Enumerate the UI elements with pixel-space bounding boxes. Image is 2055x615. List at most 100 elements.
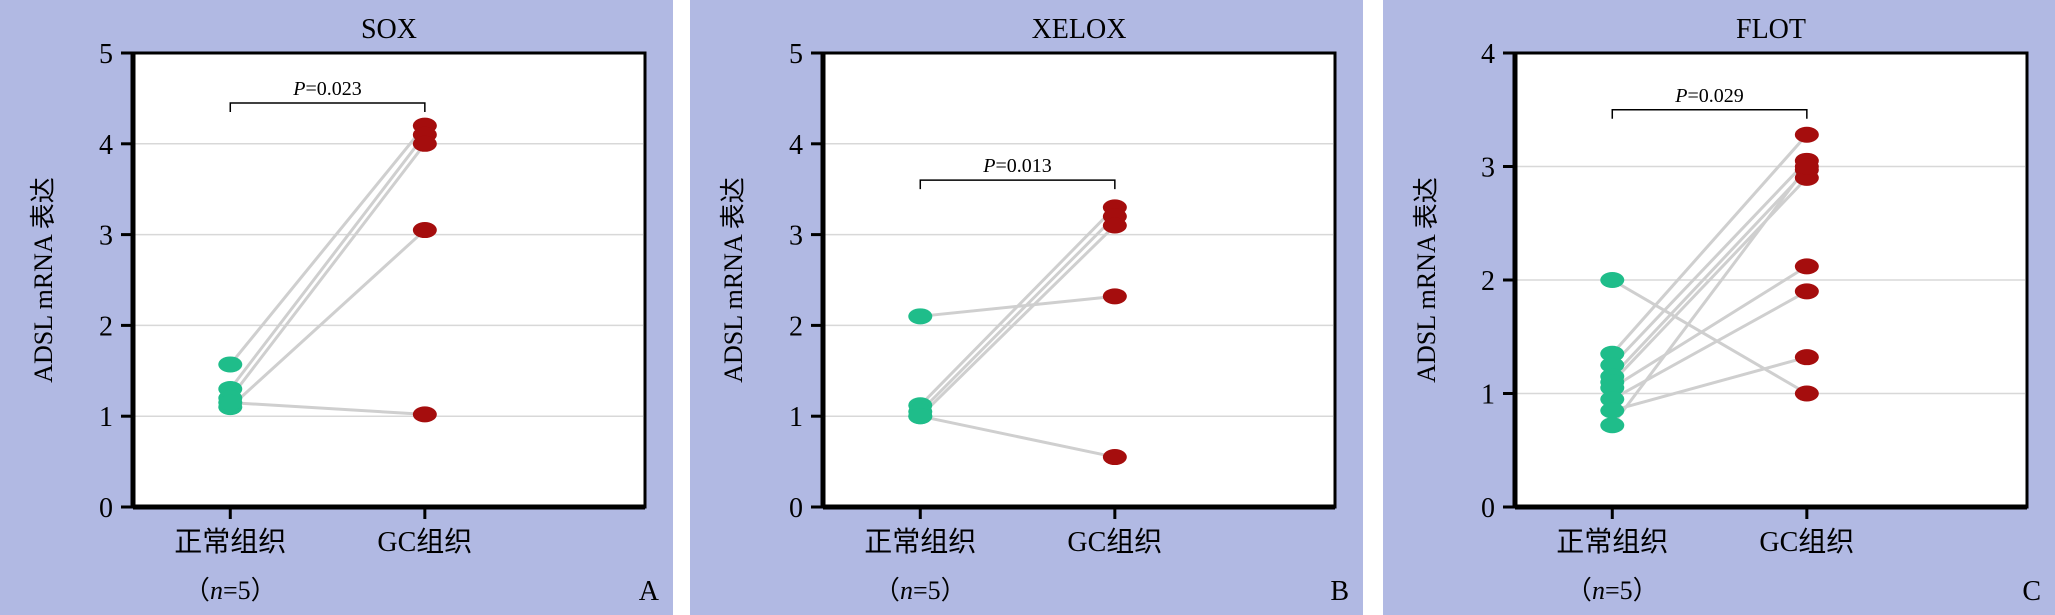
pair-connector-line [1611, 265, 1808, 390]
x-category-label: 正常组织 [1556, 526, 1668, 558]
y-tick-label: 4 [789, 130, 803, 161]
gc-tissue-point [1794, 158, 1819, 175]
y-tick-label: 2 [1481, 266, 1495, 297]
gc-tissue-point [1794, 283, 1819, 300]
gc-tissue-point [1794, 126, 1819, 143]
gc-tissue-point [412, 222, 437, 239]
p-value-number: =0.023 [306, 78, 362, 100]
normal-tissue-point [1600, 391, 1625, 408]
gc-tissue-point [1102, 449, 1127, 466]
normal-tissue-point [1600, 357, 1625, 374]
y-tick-label: 1 [99, 402, 113, 433]
normal-tissue-point [1600, 402, 1625, 419]
panel-letter: C [2022, 576, 2041, 607]
panel-letter: B [1330, 576, 1349, 607]
pair-connector-line [919, 224, 1116, 418]
pair-connector-line [1611, 168, 1808, 378]
pair-connector-line [919, 206, 1116, 407]
y-axis-label: ADSL mRNA 表达 [719, 177, 748, 383]
y-axis-label: ADSL mRNA 表达 [29, 177, 58, 383]
y-tick-label: 3 [789, 221, 803, 252]
gc-tissue-point [1102, 217, 1127, 234]
p-value-label: P=0.013 [982, 155, 1052, 177]
pair-connector-line [230, 401, 425, 416]
significance-bracket [919, 179, 1116, 190]
normal-tissue-point [908, 308, 933, 325]
x-category-label: GC组织 [1759, 526, 1854, 558]
y-tick-label: 4 [99, 130, 113, 161]
pair-connector-line [1611, 133, 1808, 355]
y-tick-label: 1 [789, 402, 803, 433]
y-tick-label: 0 [99, 493, 113, 524]
gc-tissue-point [1794, 258, 1819, 275]
panel-title: XELOX [1032, 14, 1127, 45]
y-tick-label: 3 [99, 221, 113, 252]
panel-letter: A [639, 576, 660, 607]
sample-note-rest: =5） [913, 576, 967, 605]
pair-connector-line [229, 133, 427, 390]
sample-note-rest: =5） [1605, 576, 1659, 605]
p-value-symbol: P [292, 78, 305, 100]
pair-connector-line [229, 124, 427, 366]
y-tick-label: 5 [99, 39, 113, 70]
pair-connector-line [229, 142, 427, 399]
sample-note-open: （ [1566, 576, 1592, 605]
x-category-label: GC组织 [1067, 526, 1162, 558]
gc-tissue-point [1794, 169, 1819, 186]
sample-note-variable: n [1592, 576, 1605, 605]
sample-note-variable: n [210, 576, 223, 605]
y-tick-label: 2 [99, 311, 113, 342]
y-tick-label: 4 [1481, 39, 1495, 70]
pair-connector-line [229, 228, 426, 409]
sample-size-note: （n=5） [1566, 576, 1659, 605]
pair-connector-line [1611, 355, 1808, 412]
significance-bracket [1611, 109, 1808, 119]
y-tick-label: 5 [789, 39, 803, 70]
sample-size-note: （n=5） [184, 576, 277, 605]
y-tick-label: 0 [1481, 493, 1495, 524]
gc-tissue-point [1794, 349, 1819, 366]
panel-title: FLOT [1736, 14, 1806, 45]
gc-tissue-point [1102, 288, 1127, 305]
p-value-label: P=0.023 [292, 78, 362, 100]
sample-note-open: （ [874, 576, 900, 605]
gc-tissue-point [412, 135, 437, 152]
pair-connector-line [1611, 159, 1808, 367]
y-tick-label: 0 [789, 493, 803, 524]
significance-bracket [229, 102, 426, 112]
normal-tissue-point [908, 408, 933, 425]
p-value-number: =0.013 [996, 155, 1052, 177]
plot-area [821, 51, 1337, 509]
pair-connector-line [919, 414, 1116, 459]
normal-tissue-point [218, 356, 243, 373]
x-category-label: GC组织 [377, 526, 472, 558]
normal-tissue-point [1600, 379, 1625, 396]
normal-tissue-point [1600, 345, 1625, 362]
sample-size-note: （n=5） [874, 576, 967, 605]
p-value-number: =0.029 [1688, 85, 1744, 107]
normal-tissue-point [1600, 417, 1625, 434]
y-tick-label: 3 [1481, 153, 1495, 184]
p-value-symbol: P [1674, 85, 1687, 107]
y-tick-label: 2 [789, 311, 803, 342]
pair-connector-line [1611, 165, 1809, 427]
x-category-label: 正常组织 [864, 526, 976, 558]
sample-note-rest: =5） [223, 576, 277, 605]
plot-area [131, 51, 647, 509]
sample-note-variable: n [900, 576, 913, 605]
normal-tissue-point [1600, 272, 1625, 288]
p-value-symbol: P [982, 155, 995, 177]
x-category-label: 正常组织 [174, 526, 286, 558]
sample-note-open: （ [184, 576, 210, 605]
pair-connector-line [1611, 278, 1808, 395]
y-axis-label: ADSL mRNA 表达 [1412, 177, 1441, 383]
p-value-label: P=0.029 [1674, 85, 1744, 107]
pair-connector-line [919, 215, 1116, 413]
y-tick-label: 1 [1481, 380, 1495, 411]
gc-tissue-point [1794, 385, 1819, 402]
normal-tissue-point [218, 394, 243, 411]
